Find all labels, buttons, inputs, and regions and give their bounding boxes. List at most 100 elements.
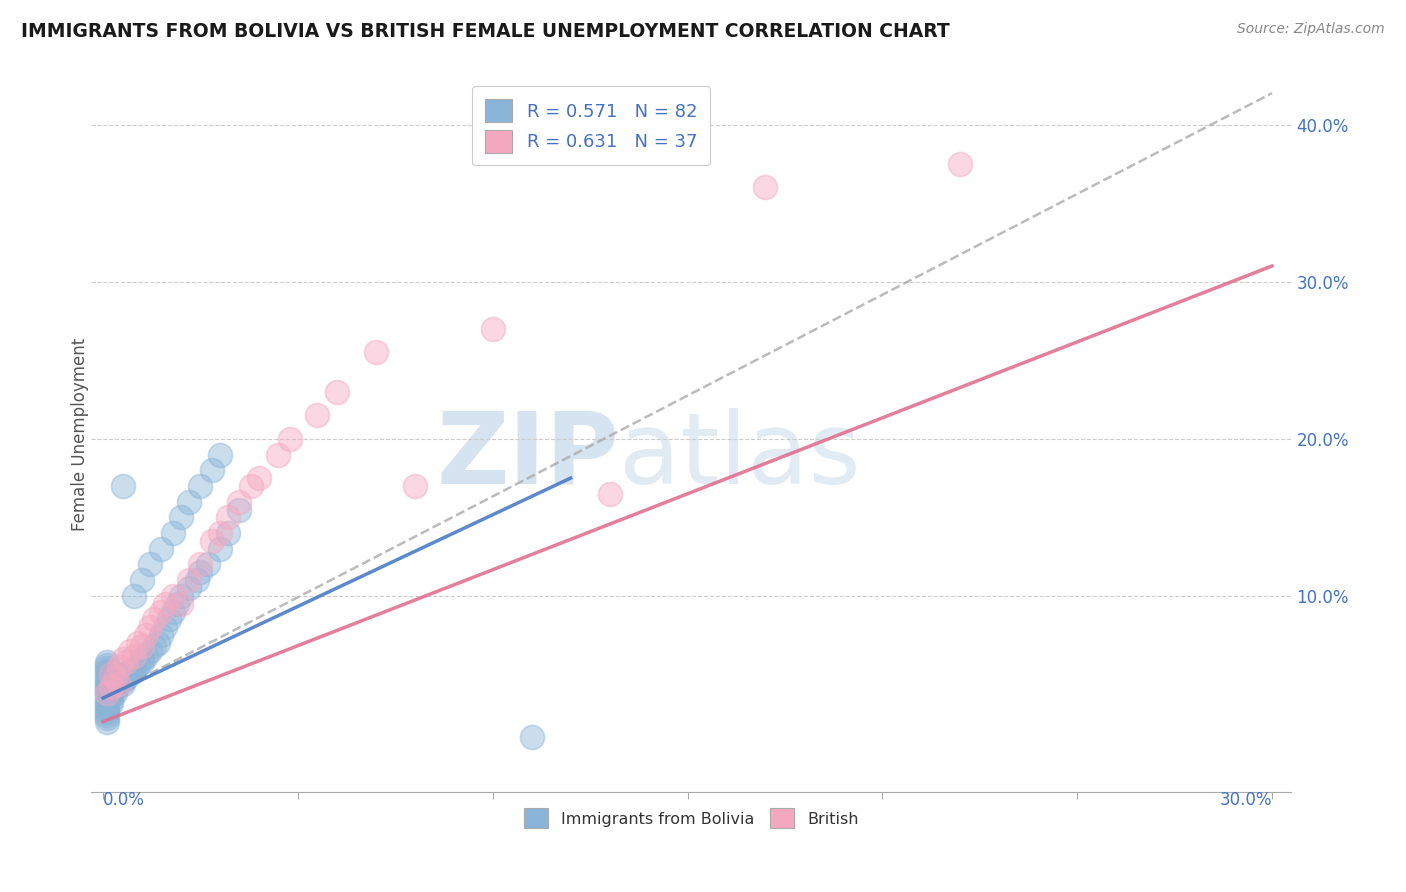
Point — [104, 680, 127, 694]
Point — [96, 686, 118, 700]
Point — [107, 671, 129, 685]
Point — [120, 667, 142, 681]
Point — [96, 665, 118, 679]
Point — [177, 494, 200, 508]
Point — [186, 573, 208, 587]
Point — [96, 686, 118, 700]
Text: 0.0%: 0.0% — [103, 791, 145, 809]
Point — [96, 683, 118, 698]
Point — [100, 696, 122, 710]
Point — [162, 589, 184, 603]
Point — [170, 597, 193, 611]
Point — [107, 673, 129, 688]
Point — [150, 628, 173, 642]
Point — [104, 673, 127, 688]
Point — [157, 612, 180, 626]
Point — [481, 322, 503, 336]
Point — [111, 677, 134, 691]
Point — [96, 714, 118, 729]
Point — [754, 180, 776, 194]
Point — [120, 665, 142, 679]
Point — [96, 702, 118, 716]
Point — [131, 652, 153, 666]
Text: atlas: atlas — [620, 408, 860, 505]
Point — [135, 648, 157, 663]
Point — [115, 667, 138, 681]
Point — [217, 510, 239, 524]
Text: IMMIGRANTS FROM BOLIVIA VS BRITISH FEMALE UNEMPLOYMENT CORRELATION CHART: IMMIGRANTS FROM BOLIVIA VS BRITISH FEMAL… — [21, 22, 950, 41]
Point — [96, 667, 118, 681]
Point — [100, 667, 122, 681]
Point — [96, 673, 118, 688]
Point — [131, 573, 153, 587]
Legend: Immigrants from Bolivia, British: Immigrants from Bolivia, British — [517, 802, 865, 834]
Point — [100, 690, 122, 704]
Point — [139, 558, 162, 572]
Text: ZIP: ZIP — [436, 408, 620, 505]
Point — [364, 345, 387, 359]
Point — [96, 696, 118, 710]
Point — [208, 526, 231, 541]
Point — [115, 655, 138, 669]
Point — [139, 644, 162, 658]
Point — [131, 655, 153, 669]
Point — [104, 677, 127, 691]
Point — [115, 671, 138, 685]
Point — [197, 558, 219, 572]
Y-axis label: Female Unemployment: Female Unemployment — [72, 338, 89, 532]
Point — [190, 479, 212, 493]
Point — [111, 667, 134, 681]
Point — [122, 661, 145, 675]
Point — [96, 658, 118, 673]
Point — [96, 655, 118, 669]
Point — [120, 644, 142, 658]
Point — [96, 698, 118, 713]
Point — [139, 620, 162, 634]
Point — [131, 639, 153, 653]
Point — [104, 667, 127, 681]
Point — [142, 612, 165, 626]
Point — [166, 597, 188, 611]
Point — [170, 510, 193, 524]
Point — [135, 628, 157, 642]
Point — [146, 636, 169, 650]
Point — [96, 680, 118, 694]
Point — [307, 409, 329, 423]
Point — [100, 671, 122, 685]
Point — [111, 673, 134, 688]
Point — [201, 463, 224, 477]
Point — [96, 671, 118, 685]
Point — [100, 686, 122, 700]
Point — [100, 677, 122, 691]
Point — [208, 448, 231, 462]
Point — [104, 671, 127, 685]
Point — [162, 526, 184, 541]
Point — [104, 686, 127, 700]
Point — [111, 652, 134, 666]
Point — [104, 671, 127, 685]
Point — [107, 677, 129, 691]
Point — [404, 479, 426, 493]
Point — [150, 605, 173, 619]
Point — [177, 573, 200, 587]
Point — [122, 589, 145, 603]
Point — [217, 526, 239, 541]
Point — [247, 471, 270, 485]
Point — [111, 671, 134, 685]
Point — [520, 731, 543, 745]
Point — [599, 487, 621, 501]
Text: 30.0%: 30.0% — [1219, 791, 1272, 809]
Point — [177, 581, 200, 595]
Point — [100, 673, 122, 688]
Point — [190, 566, 212, 580]
Point — [104, 683, 127, 698]
Point — [96, 661, 118, 675]
Point — [100, 680, 122, 694]
Point — [240, 479, 263, 493]
Point — [155, 620, 177, 634]
Point — [107, 659, 129, 673]
Point — [162, 605, 184, 619]
Point — [96, 711, 118, 725]
Text: Source: ZipAtlas.com: Source: ZipAtlas.com — [1237, 22, 1385, 37]
Point — [122, 648, 145, 663]
